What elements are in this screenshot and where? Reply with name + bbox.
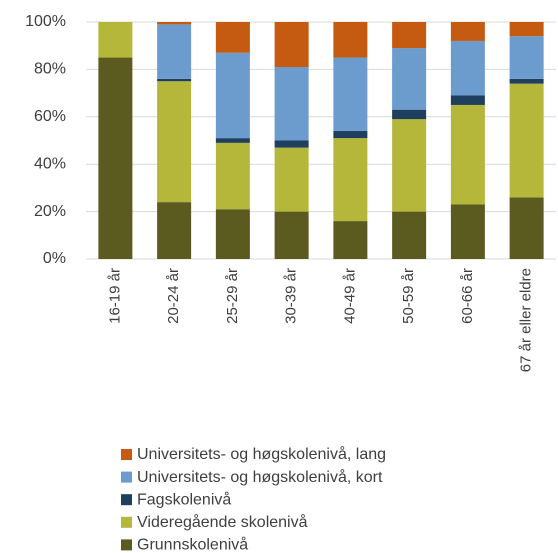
y-tick-label: 80% bbox=[34, 61, 66, 78]
bar-segment bbox=[333, 22, 368, 58]
legend-label: Universitets- og høgskolenivå, lang bbox=[137, 445, 386, 463]
bar-segment bbox=[274, 22, 309, 68]
legend-label: Fagskolenivå bbox=[137, 490, 231, 508]
x-tick-label: 25-29 år bbox=[224, 268, 241, 324]
bar-segment bbox=[274, 211, 309, 259]
bar-segment bbox=[450, 22, 485, 41]
bar-segment bbox=[157, 81, 192, 203]
bar-segment bbox=[450, 95, 485, 105]
y-tick-label: 60% bbox=[34, 108, 66, 125]
bar-segment bbox=[509, 78, 544, 84]
legend-swatch bbox=[121, 539, 132, 551]
bar-segment bbox=[157, 24, 192, 79]
bar-segment bbox=[450, 104, 485, 205]
legend-swatch bbox=[121, 494, 132, 506]
legend-label: Videregående skolenivå bbox=[137, 513, 308, 531]
bar-segment bbox=[274, 140, 309, 148]
x-tick-label: 16-19 år bbox=[106, 268, 123, 324]
legend-swatch bbox=[121, 471, 132, 483]
bar-segment bbox=[215, 22, 250, 53]
x-tick-label: 60-66 år bbox=[459, 268, 476, 324]
y-tick-label: 40% bbox=[34, 155, 66, 172]
legend-label: Grunnskolenivå bbox=[137, 536, 248, 553]
bar-segment bbox=[392, 22, 427, 49]
bar-segment bbox=[157, 202, 192, 259]
bar-segment bbox=[509, 197, 544, 259]
bar-segment bbox=[215, 209, 250, 259]
bar-segment bbox=[215, 142, 250, 210]
legend-label: Universitets- og høgskolenivå, kort bbox=[137, 468, 383, 486]
bar-segment bbox=[98, 57, 133, 259]
bar-segment bbox=[392, 109, 427, 120]
bar-segment bbox=[333, 131, 368, 139]
legend-swatch bbox=[121, 516, 132, 528]
bar-segment bbox=[509, 22, 544, 37]
bar-segment bbox=[333, 138, 368, 222]
bar-segment bbox=[274, 147, 309, 212]
bar-segment bbox=[509, 83, 544, 198]
bar-segment bbox=[333, 221, 368, 259]
bar-segment bbox=[215, 52, 250, 139]
y-tick-label: 20% bbox=[34, 203, 66, 220]
bar-segment bbox=[450, 40, 485, 96]
y-tick-label: 100% bbox=[25, 13, 66, 30]
bar-segment bbox=[509, 36, 544, 79]
x-tick-label: 50-59 år bbox=[400, 268, 417, 324]
bar-segment bbox=[157, 22, 192, 25]
bar-segment bbox=[215, 138, 250, 143]
bar-segment bbox=[392, 119, 427, 212]
legend-swatch bbox=[121, 449, 132, 460]
x-tick-label: 40-49 år bbox=[341, 268, 358, 324]
bar-segment bbox=[392, 48, 427, 110]
bar-segment bbox=[333, 57, 368, 132]
bar-segment bbox=[157, 78, 192, 82]
bar-segment bbox=[274, 67, 309, 141]
bar-segment bbox=[392, 211, 427, 259]
bar-segment bbox=[98, 22, 133, 58]
x-tick-label: 30-39 år bbox=[283, 268, 300, 324]
bar-segment bbox=[450, 204, 485, 259]
y-tick-label: 0% bbox=[43, 250, 66, 267]
x-tick-label: 67 år eller eldre bbox=[518, 268, 535, 372]
x-tick-label: 20-24 år bbox=[165, 268, 182, 324]
